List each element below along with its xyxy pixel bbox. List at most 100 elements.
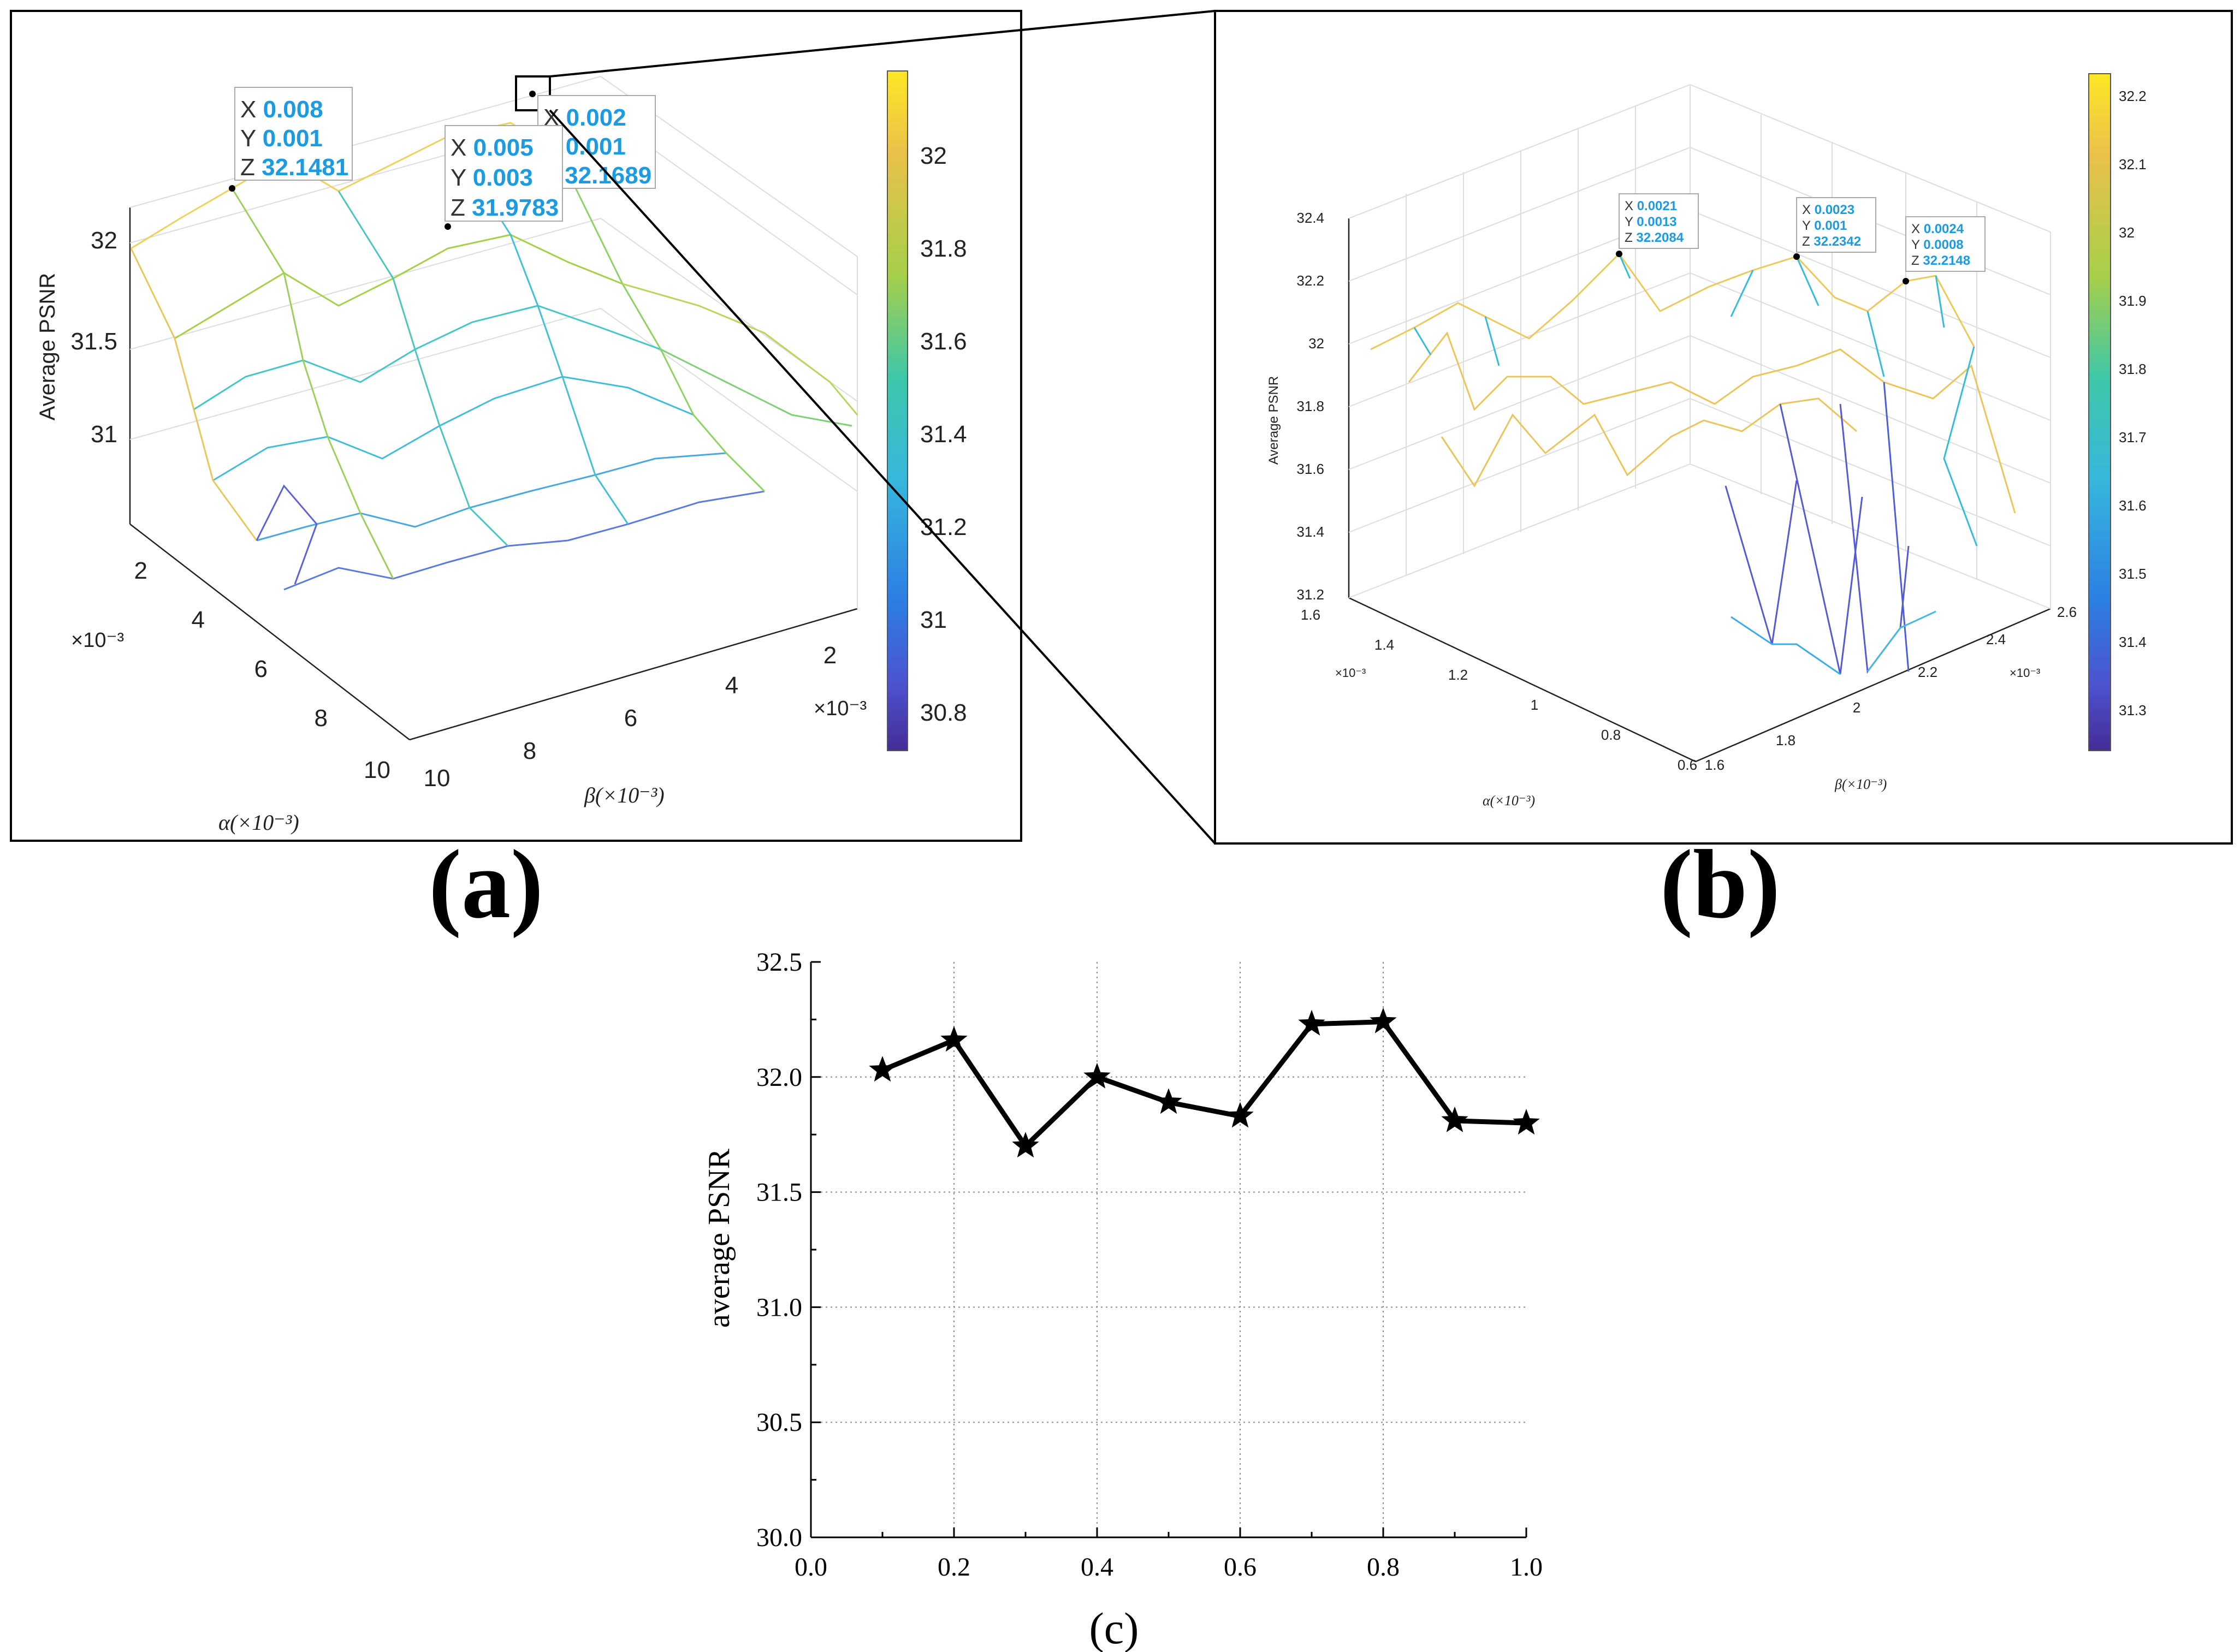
tooltip-value: 32.2148 [1923, 253, 1970, 268]
panel-a-colorbar-tick: 31.6 [920, 328, 967, 355]
panel-a-colorbar-tick: 30.8 [920, 699, 967, 726]
tooltip-value: 32.2084 [1636, 230, 1684, 245]
panel-c-star-marker [1370, 1007, 1397, 1033]
panel-c-y-tick-label: 30.0 [756, 1523, 802, 1552]
tooltip-key: Y [1625, 215, 1633, 229]
panel-c-star-marker [1513, 1109, 1540, 1135]
tooltip-key: X [240, 96, 256, 123]
panel-a-z-ticks: 32 31.5 31 [70, 227, 117, 448]
panel-b-colorbar-tick: 31.5 [2119, 566, 2147, 582]
panel-a-alpha-tick: 6 [254, 656, 268, 682]
tooltip-key: Y [240, 125, 256, 152]
panel-c-star-marker [1012, 1132, 1039, 1158]
panel-c-y-tick-label: 30.5 [756, 1408, 802, 1437]
panel-b-surface-mesh [1370, 252, 2016, 675]
panel-c-axes [810, 961, 1527, 1538]
panel-a-tooltip-2: X 0.005 Y 0.003 Z 31.9783 [445, 125, 563, 222]
tooltip-key: X [1911, 222, 1920, 236]
tooltip-value: 0.003 [473, 164, 533, 191]
zoom-connectors [549, 10, 1216, 845]
panel-c-y-tick-label: 32.0 [756, 1063, 802, 1092]
tooltip-value: 0.0021 [1637, 199, 1677, 213]
panel-a-z-tick: 31.5 [70, 328, 117, 355]
panel-c-y-tick-label: 31.5 [756, 1178, 802, 1207]
panel-b-datatip-point [1903, 278, 1909, 284]
panel-c: 0.0 0.2 0.4 0.6 0.8 1.0 30.0 30.5 31.0 31.5 32.0 32… [702, 948, 1543, 1652]
tooltip-key: Y [451, 164, 466, 191]
panel-b-colorbar-tick: 32.2 [2119, 88, 2147, 104]
panel-c-series-line [881, 1019, 1527, 1149]
panel-b-frame [1214, 10, 2233, 845]
tooltip-value: 0.0024 [1924, 222, 1964, 236]
tooltip-key: Z [1802, 234, 1810, 249]
caption-b: (b) [1660, 830, 1780, 938]
panel-a-alpha-tick: 4 [192, 607, 205, 633]
panel-c-grid [811, 962, 1526, 1537]
panel-c-x-tick-label: 0.0 [795, 1553, 827, 1582]
tooltip-value: 0.005 [473, 134, 534, 161]
svg-text:Z 32.2084: Z 32.2084 [1625, 230, 1684, 245]
panel-b-backgrid [1348, 84, 2051, 609]
panel-c-x-tick-label: 0.8 [1367, 1553, 1400, 1582]
panel-a-alpha-label: α(×10⁻³) [218, 810, 299, 835]
panel-c-star-marker [1083, 1062, 1111, 1089]
panel-a-datatip-point [229, 185, 235, 192]
panel-a-zoom-box [515, 75, 551, 111]
tooltip-key: Y [1802, 218, 1811, 233]
panel-b-alpha-exponent: ×10⁻³ [1335, 666, 1366, 680]
panel-b-beta-tick: 2.4 [1986, 631, 2006, 647]
panel-c-star-marker [1298, 1009, 1325, 1036]
panel-c-x-tick-label: 0.6 [1224, 1553, 1257, 1582]
panel-a-tooltip-1: X 0.008 Y 0.001 Z 32.1481 [234, 87, 353, 181]
caption-c: (c) [1089, 1603, 1139, 1652]
panel-a: 32 31.5 31 Average PSNR 2 4 6 8 10 ×10⁻³… [10, 10, 1022, 842]
panel-b-z-tick: 32.2 [1296, 272, 1324, 289]
panel-c-x-tick-label: 1.0 [1510, 1553, 1543, 1582]
panel-a-colorbar-tick: 31.4 [920, 421, 967, 448]
panel-b-tooltip-2: X 0.0023 Y 0.001 Z 32.2342 [1796, 197, 1876, 253]
panel-a-alpha-exponent: ×10⁻³ [71, 629, 124, 652]
svg-text:Z 32.1481: Z 32.1481 [240, 154, 348, 181]
panel-c-x-tick-label: 0.4 [1081, 1553, 1113, 1582]
tooltip-value: 0.0013 [1637, 215, 1676, 229]
panel-b-alpha-tick: 1.2 [1448, 667, 1468, 683]
panel-a-axes [129, 207, 858, 741]
panel-b-alpha-tick: 1.4 [1374, 637, 1394, 653]
panel-c-star-marker [1155, 1088, 1182, 1114]
panel-b-alpha-tick: 0.6 [1678, 757, 1697, 773]
panel-c-y-tick-label: 31.0 [756, 1293, 802, 1322]
panel-c-star-marker [1226, 1102, 1254, 1128]
panel-c-x-tick-label: 0.2 [938, 1553, 970, 1582]
panel-b-beta-exponent: ×10⁻³ [2010, 666, 2040, 680]
panel-b-z-tick: 31.8 [1296, 398, 1324, 414]
panel-b-colorbar-tick: 31.8 [2119, 361, 2147, 377]
svg-text:X 0.0021: X 0.0021 [1625, 199, 1677, 213]
panel-b-colorbar-tick: 31.3 [2119, 702, 2147, 718]
panel-c-star-marker [869, 1056, 896, 1082]
panel-b: 32.4 32.2 32 31.8 31.6 31.4 31.2 Average… [1214, 10, 2233, 845]
tooltip-value: 32.1481 [262, 154, 348, 181]
panel-a-colorbar-tick: 31.8 [920, 235, 967, 262]
panel-b-z-label: Average PSNR [1266, 376, 1281, 465]
svg-text:Z 31.9783: Z 31.9783 [451, 194, 559, 221]
svg-text:X 0.005: X 0.005 [451, 134, 534, 161]
panel-a-colorbar-tick: 32 [920, 142, 947, 169]
panel-b-axes [1348, 218, 2051, 763]
panel-b-tooltip-3: X 0.0024 Y 0.0008 Z 32.2148 [1905, 216, 1986, 272]
panel-a-colorbar-tick: 31 [920, 607, 947, 633]
panel-c-star-marker [940, 1026, 968, 1052]
svg-text:Y 0.0008: Y 0.0008 [1911, 237, 1964, 252]
panel-b-colorbar-ticks: 32.2 32.1 32 31.9 31.8 31.7 31.6 31.5 31… [2119, 88, 2147, 718]
panel-b-alpha-label: α(×10⁻³) [1483, 793, 1535, 809]
tooltip-value: 0.008 [263, 96, 323, 123]
panel-a-colorbar-ticks: 32 31.8 31.6 31.4 31.2 31 30.8 [920, 142, 967, 726]
panel-a-beta-tick: 10 [424, 765, 451, 792]
tooltip-key: Y [1911, 237, 1920, 252]
panel-a-z-label: Average PSNR [35, 273, 60, 421]
panel-b-colorbar-tick: 31.6 [2119, 497, 2147, 514]
panel-b-colorbar [2088, 73, 2111, 751]
svg-text:Y 0.001: Y 0.001 [240, 125, 323, 152]
panel-b-z-tick: 32.4 [1296, 210, 1324, 226]
svg-text:X 0.0023: X 0.0023 [1802, 203, 1854, 217]
tooltip-key: Z [240, 154, 255, 181]
